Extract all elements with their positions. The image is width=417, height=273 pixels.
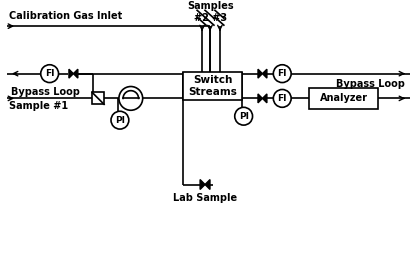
Circle shape (273, 90, 291, 107)
Polygon shape (69, 69, 73, 78)
Polygon shape (262, 94, 267, 103)
Polygon shape (258, 69, 262, 78)
Circle shape (235, 107, 253, 125)
Text: FI: FI (45, 69, 54, 78)
Bar (92, 93, 104, 104)
Polygon shape (205, 180, 210, 189)
Polygon shape (73, 69, 78, 78)
Text: FI: FI (277, 94, 287, 103)
Polygon shape (200, 180, 205, 189)
Text: PI: PI (115, 116, 125, 125)
Bar (309, 88, 378, 109)
Text: Lab Sample: Lab Sample (173, 193, 237, 203)
Text: Samples
#2 #3: Samples #2 #3 (188, 1, 234, 23)
Text: Calibration Gas Inlet: Calibration Gas Inlet (9, 11, 122, 21)
Polygon shape (262, 69, 267, 78)
Text: Switch
Streams: Switch Streams (188, 75, 237, 97)
Circle shape (273, 65, 291, 82)
Text: Bypass Loop: Bypass Loop (11, 87, 80, 97)
Text: Bypass Loop: Bypass Loop (336, 79, 405, 89)
Text: Sample #1: Sample #1 (9, 101, 68, 111)
Circle shape (41, 65, 58, 82)
Text: PI: PI (239, 112, 249, 121)
Circle shape (119, 87, 143, 110)
Polygon shape (258, 94, 262, 103)
Circle shape (111, 111, 129, 129)
Text: Analyzer: Analyzer (319, 93, 368, 103)
Bar (183, 72, 242, 100)
Text: FI: FI (277, 69, 287, 78)
